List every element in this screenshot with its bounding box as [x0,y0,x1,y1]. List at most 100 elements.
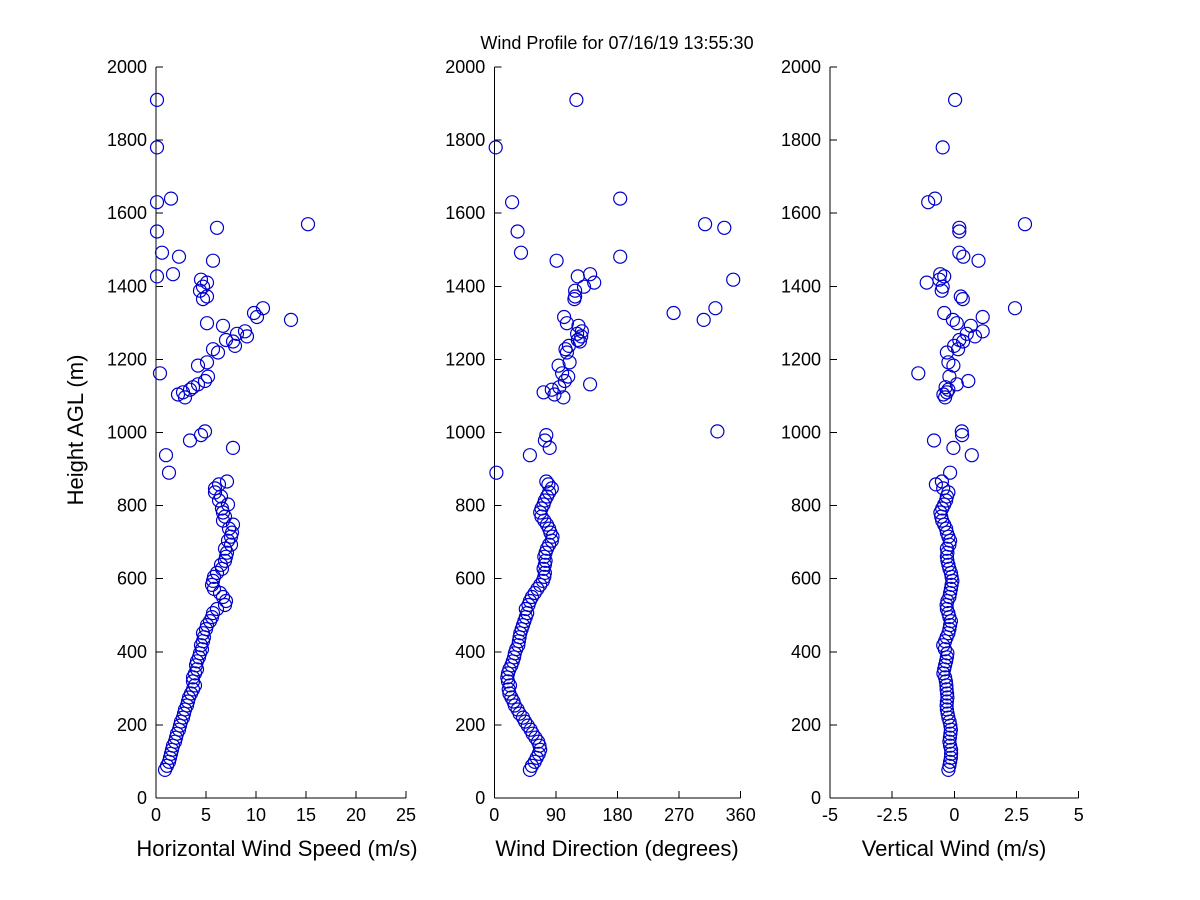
x-axis-label-vertical: Vertical Wind (m/s) [861,836,1047,861]
data-point [939,702,955,717]
data-point [963,318,978,333]
data-point [518,601,533,617]
data-point [582,377,598,392]
data-point [943,750,959,765]
y-tick-label: 1000 [445,423,485,443]
data-point [511,638,526,653]
data-point [215,589,231,605]
data-point [163,191,179,206]
data-point [220,497,236,512]
data-point [175,385,191,400]
data-point [527,585,542,601]
x-tick-label: -2.5 [877,805,908,825]
y-tick-label: 1000 [781,423,821,443]
data-point [556,390,571,405]
data-point [1007,301,1023,316]
data-point [950,342,966,357]
data-point [574,329,589,344]
data-point [537,433,553,448]
data-point [953,289,968,304]
y-tick-label: 1400 [781,276,821,296]
data-point [940,690,955,705]
data-point [1017,217,1033,232]
data-point [539,474,554,489]
data-point [199,316,215,331]
data-point [190,377,206,392]
x-tick-label: 0 [151,805,161,825]
data-point [533,577,548,593]
y-tick-label: 800 [455,496,485,516]
data-point [524,758,540,773]
data-point [710,424,725,439]
y-tick-label: 800 [791,496,821,516]
data-point [249,309,265,325]
data-point [209,565,225,581]
data-point [149,269,165,284]
data-point [255,301,271,316]
y-tick-label: 1400 [107,276,147,296]
data-point [533,742,548,757]
data-point [945,312,961,327]
data-point [551,358,566,373]
data-point [717,220,732,235]
data-point [939,682,954,697]
data-point [559,316,575,331]
data-point [696,312,711,327]
data-point [539,428,554,443]
x-tick-label: 360 [726,805,756,825]
x-tick-label: 15 [296,805,316,825]
data-point [489,465,504,480]
data-point [225,517,241,532]
data-point [229,326,245,341]
data-point [975,324,990,339]
x-tick-label: 10 [246,805,266,825]
y-tick-label: 400 [791,642,821,662]
data-point [510,224,525,239]
data-point [215,318,231,333]
y-tick-label: 600 [791,569,821,589]
data-point [726,272,741,287]
data-point [205,605,221,621]
data-point [197,424,213,439]
y-tick-label: 1000 [107,423,147,443]
data-point [541,477,556,492]
data-point [149,140,165,155]
data-point [158,448,174,463]
y-tick-label: 1800 [445,130,485,150]
data-point [246,305,262,321]
data-point [171,249,187,264]
data-point [300,217,316,232]
data-point [582,267,598,282]
data-point [954,424,969,439]
data-point [209,220,225,235]
data-point [947,92,963,108]
data-point [207,481,223,496]
data-point [936,481,951,496]
data-point [523,722,538,737]
data-point [205,253,221,268]
data-point [942,465,958,480]
data-point [513,245,529,260]
y-tick-label: 2000 [107,57,147,77]
data-point [666,305,681,321]
y-tick-label: 1600 [107,203,147,223]
y-tick-label: 400 [455,642,485,662]
data-point [223,537,239,552]
data-point [200,369,216,384]
data-point [961,373,976,389]
data-point [567,283,583,298]
data-point [219,474,235,489]
data-point [515,710,531,725]
data-point [939,385,955,400]
data-point [940,706,955,721]
data-point [919,275,934,290]
data-point [939,541,955,556]
data-point [211,477,227,492]
figure-title: Wind Profile for 07/16/19 13:55:30 [480,33,754,53]
data-point [932,272,947,287]
data-point [193,272,209,287]
data-point [942,734,957,749]
data-point [209,601,225,617]
x-tick-label: -5 [822,805,838,825]
data-point [967,329,983,344]
